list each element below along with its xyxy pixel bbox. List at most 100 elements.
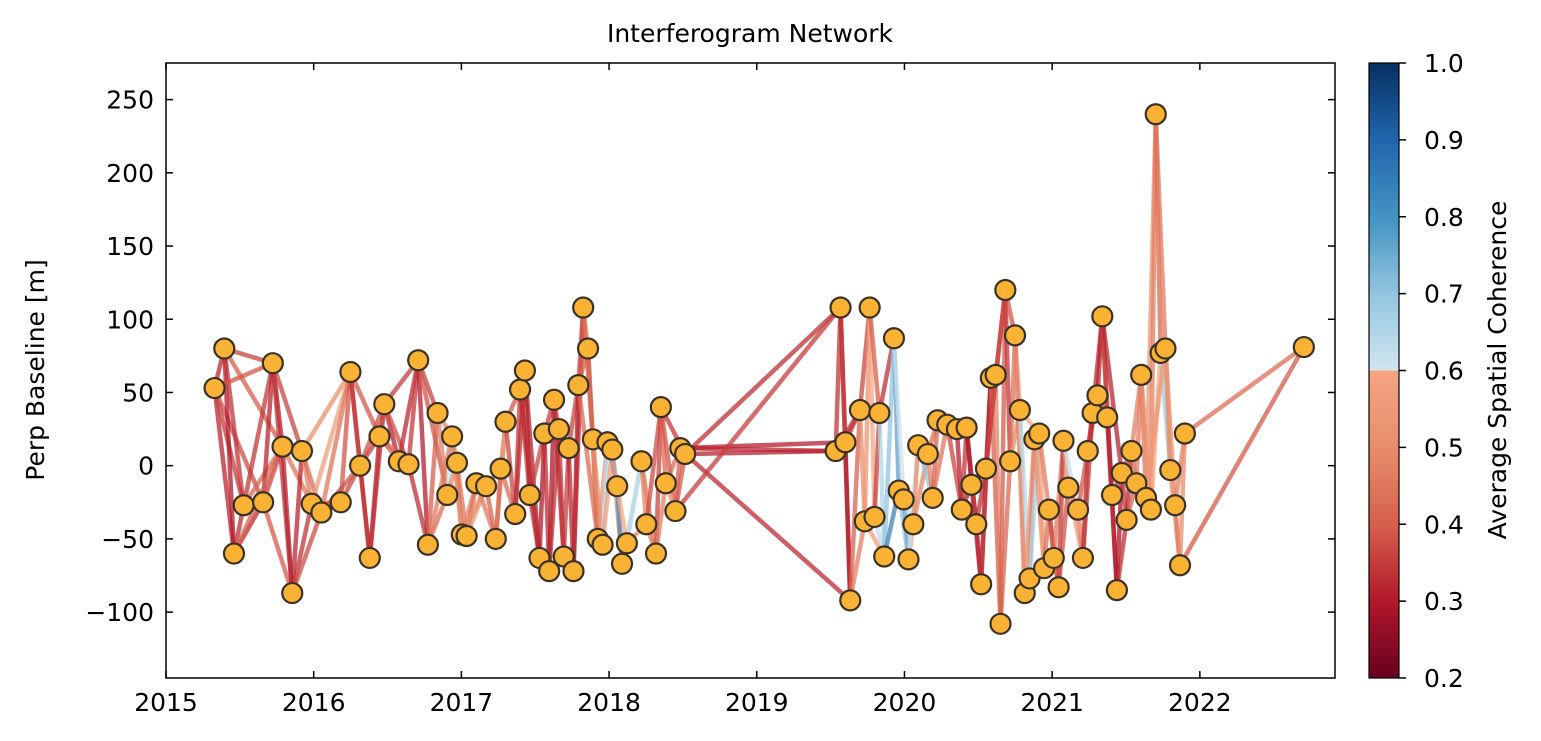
acquisition-point — [436, 483, 459, 507]
acquisition-point — [572, 296, 595, 319]
x-tick-label: 2017 — [430, 688, 494, 717]
acquisition-point — [974, 457, 998, 480]
acquisition-point — [397, 453, 420, 476]
acquisition-point — [1091, 305, 1114, 328]
x-tick-label: 2016 — [282, 688, 346, 717]
acquisition-point — [921, 486, 944, 509]
plot-frame — [165, 62, 1336, 679]
acquisition-point — [868, 401, 891, 425]
pair-line — [653, 481, 668, 556]
y-tick-label: 100 — [106, 305, 154, 334]
acquisition-point — [882, 327, 906, 350]
acquisition-point — [834, 431, 857, 454]
acquisition-point — [329, 491, 352, 514]
acquisition-point — [1120, 439, 1143, 463]
acquisition-point — [310, 501, 333, 524]
x-tick-label: 2021 — [1020, 688, 1084, 717]
acquisition-point — [474, 475, 498, 498]
acquisition-point — [1105, 579, 1129, 602]
colorbar-tick-label: 0.8 — [1424, 203, 1464, 232]
y-tick-label: 0 — [138, 452, 154, 481]
pair-line — [299, 369, 353, 454]
acquisition-point — [606, 475, 629, 498]
acquisition-point — [955, 416, 978, 439]
pair-line — [1114, 517, 1129, 593]
acquisition-point — [538, 560, 561, 583]
pair-line — [289, 510, 324, 596]
acquisition-point — [1042, 546, 1065, 570]
acquisition-point — [426, 401, 449, 425]
acquisition-point — [897, 548, 920, 571]
colorbar-tick-label: 0.3 — [1424, 587, 1464, 616]
acquisition-point — [213, 337, 236, 360]
pair-line — [998, 459, 1013, 627]
acquisition-point — [858, 296, 881, 319]
acquisition-point — [950, 498, 973, 521]
acquisition-point — [994, 278, 1017, 302]
acquisition-point — [1008, 398, 1031, 422]
acquisition-point — [591, 533, 614, 556]
y-tick-label: 250 — [106, 86, 154, 115]
pair-line — [576, 382, 600, 542]
acquisition-point — [1115, 508, 1138, 531]
chart-title: Interferogram Network — [607, 19, 894, 48]
acquisition-point — [271, 435, 294, 458]
acquisition-point — [1173, 422, 1196, 445]
acquisition-point — [518, 483, 541, 507]
pair-line — [847, 407, 863, 603]
pair-line — [658, 404, 678, 514]
acquisition-point — [576, 337, 600, 360]
pair-line — [260, 500, 295, 596]
acquisition-point — [829, 296, 852, 319]
acquisition-point — [601, 438, 624, 461]
pair-line — [624, 459, 644, 546]
pair-line — [270, 360, 305, 454]
pair-line — [1153, 112, 1168, 351]
acquisition-point — [562, 560, 585, 583]
pair-line — [435, 410, 450, 498]
y-axis-label: Perp Baseline [m] — [21, 259, 50, 480]
pair-line — [682, 451, 853, 603]
x-tick-label: 2018 — [577, 688, 641, 717]
acquisition-point — [222, 542, 246, 565]
acquisition-point — [989, 612, 1012, 635]
pair-line — [289, 448, 305, 596]
colorbar-ticks: 0.2 0.3 0.4 0.5 0.6 0.7 0.8 0.9 1.0 — [1399, 49, 1464, 693]
pair-line — [415, 358, 431, 547]
acquisition-point — [407, 349, 430, 372]
acquisition-point — [644, 542, 668, 565]
acquisition-point — [290, 439, 314, 463]
acquisition-point — [252, 491, 275, 514]
colorbar-tick-label: 0.2 — [1424, 664, 1464, 693]
acquisition-point — [1066, 498, 1090, 521]
acquisition-points — [203, 103, 1315, 635]
acquisition-point — [873, 545, 896, 568]
x-tick-label: 2019 — [725, 688, 789, 717]
pair-line — [357, 463, 373, 561]
pair-line — [678, 440, 848, 451]
pair-line — [1143, 346, 1168, 501]
colorbar — [1368, 62, 1400, 679]
acquisition-point — [513, 359, 537, 382]
acquisition-point — [984, 363, 1007, 386]
acquisition-point — [232, 494, 255, 517]
acquisition-point — [494, 410, 517, 433]
acquisition-point — [1047, 576, 1070, 599]
acquisition-point — [1096, 406, 1119, 429]
acquisition-point — [1154, 337, 1177, 360]
y-tick-label: 150 — [106, 232, 154, 261]
acquisition-point — [1052, 429, 1075, 452]
acquisition-point — [674, 442, 697, 466]
pair-line — [891, 336, 906, 502]
acquisition-point — [999, 450, 1022, 473]
acquisition-point — [970, 573, 993, 596]
acquisition-point — [1168, 554, 1192, 577]
colorbar-label: Average Spatial Coherence — [1483, 201, 1512, 540]
acquisition-point — [547, 417, 571, 441]
acquisition-point — [1130, 363, 1153, 386]
pair-line — [1056, 485, 1071, 590]
colorbar-tick-label: 1.0 — [1424, 49, 1464, 78]
pair-line — [682, 448, 838, 457]
x-tick-label: 2015 — [134, 688, 198, 717]
